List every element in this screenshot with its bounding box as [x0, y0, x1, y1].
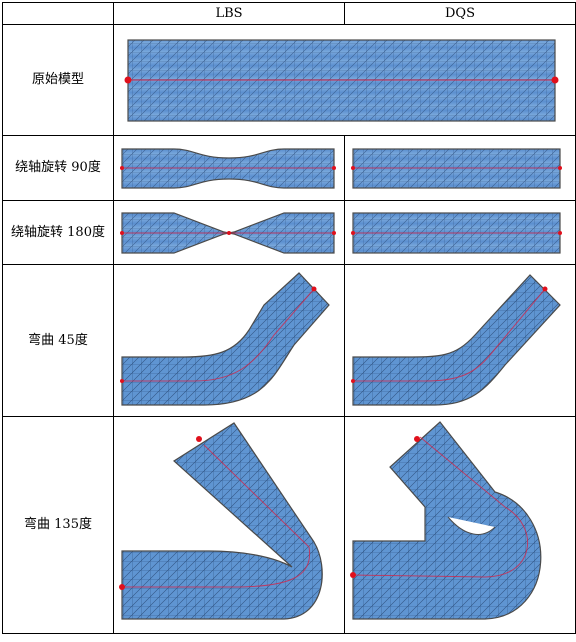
- joint-left: [350, 572, 356, 578]
- joint-left: [120, 379, 124, 383]
- row-label-twist90: 绕轴旋转 90度: [2, 135, 114, 201]
- dqs-twist180-image: [344, 200, 576, 265]
- tube-mesh: [121, 272, 330, 406]
- dqs-twist90-image: [344, 135, 576, 201]
- joint-right: [332, 166, 336, 170]
- lbs-bend45-image: [113, 264, 345, 417]
- tube-mesh: [352, 274, 561, 406]
- joint-mid: [227, 231, 231, 235]
- tube-mesh: [121, 422, 323, 620]
- joint-left: [124, 76, 132, 84]
- joint-end: [196, 436, 202, 442]
- lbs-bend135-image: [113, 416, 345, 634]
- lbs-twist180-image: [113, 200, 345, 265]
- header-lbs: LBS: [113, 2, 345, 25]
- row-label-bend135: 弯曲 135度: [2, 416, 114, 634]
- lbs-twist90-image: [113, 135, 345, 201]
- joint-end: [311, 286, 317, 292]
- dqs-bend135-image: [344, 416, 576, 634]
- header-dqs: DQS: [344, 2, 576, 25]
- joint-left: [120, 166, 124, 170]
- original-model-image: [113, 24, 576, 136]
- joint-end: [414, 436, 420, 442]
- joint-right: [551, 76, 559, 84]
- bone-line: [122, 288, 315, 382]
- joint-right: [558, 231, 562, 235]
- dqs-bend45-image: [344, 264, 576, 417]
- joint-left: [120, 231, 124, 235]
- bone-line: [352, 436, 529, 578]
- bone-line: [122, 444, 311, 588]
- joint-right: [332, 231, 336, 235]
- header-blank: [2, 2, 114, 25]
- tube-mesh: [352, 421, 542, 620]
- row-label-twist180: 绕轴旋转 180度: [2, 200, 114, 265]
- joint-left: [119, 584, 125, 590]
- joint-right: [558, 166, 562, 170]
- row-label-bend45: 弯曲 45度: [2, 264, 114, 417]
- joint-end: [542, 286, 548, 292]
- joint-left: [351, 379, 355, 383]
- bone-line: [353, 288, 546, 382]
- joint-left: [351, 231, 355, 235]
- bend-gap: [447, 516, 496, 535]
- row-label-original: 原始模型: [2, 24, 114, 136]
- joint-left: [351, 166, 355, 170]
